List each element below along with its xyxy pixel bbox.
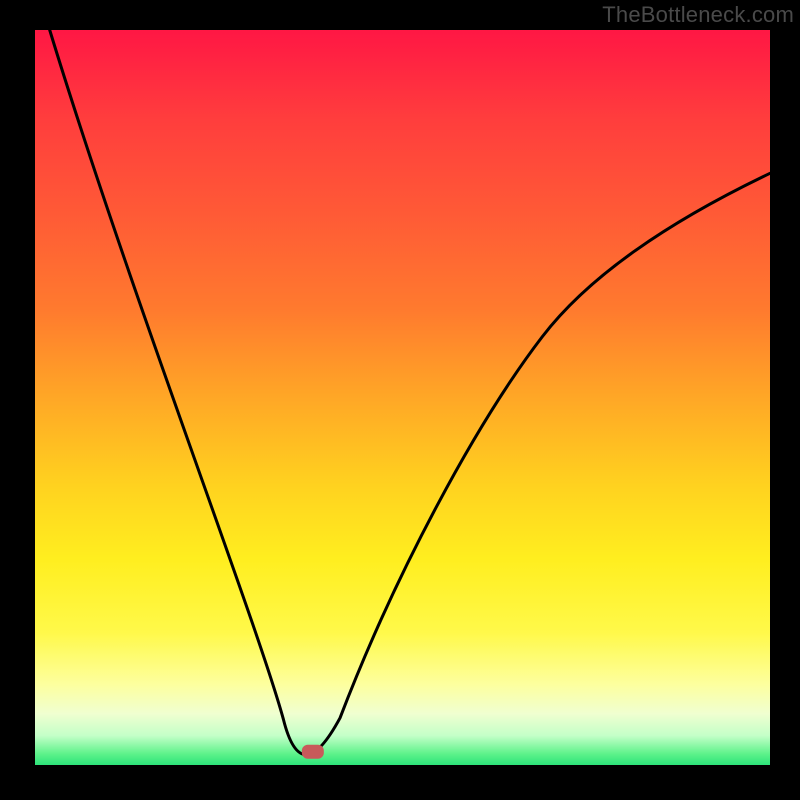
chart-container: TheBottleneck.com <box>0 0 800 800</box>
optimal-point-marker <box>302 745 324 759</box>
gradient-background <box>35 30 770 765</box>
bottleneck-chart-svg <box>0 0 800 800</box>
watermark-text: TheBottleneck.com <box>602 2 794 28</box>
